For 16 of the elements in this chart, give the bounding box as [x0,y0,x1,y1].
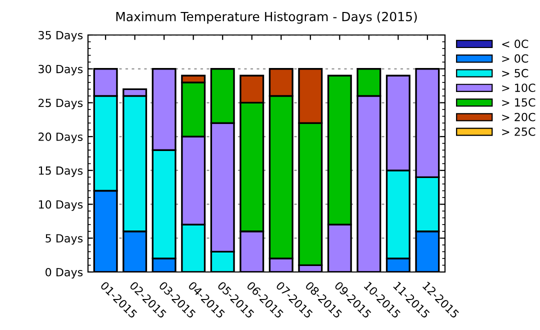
legend-label: > 25C [502,127,536,136]
y-tick-label: 5 Days [46,234,83,245]
legend-label: < 0C [502,40,528,48]
legend-label: > 10C [502,84,536,92]
legend-label: > 15C [502,98,536,107]
y-tick-label: 30 Days [38,64,83,76]
y-tick-label: 35 Days [38,30,83,42]
y-tick-label: 10 Days [38,200,83,211]
y-tick-label: 0 Days [46,268,83,279]
y-tick-label: 25 Days [38,98,83,110]
legend-label: > 0C [502,54,528,63]
y-tick-label: 20 Days [38,132,83,144]
chart-title: Maximum Temperature Histogram - Days (2015) [116,12,417,24]
legend-label: > 5C [502,68,528,78]
legend-label: > 20C [502,112,536,122]
y-tick-label: 15 Days [38,166,83,177]
